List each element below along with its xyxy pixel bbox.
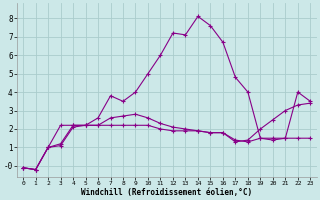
X-axis label: Windchill (Refroidissement éolien,°C): Windchill (Refroidissement éolien,°C) bbox=[81, 188, 252, 197]
